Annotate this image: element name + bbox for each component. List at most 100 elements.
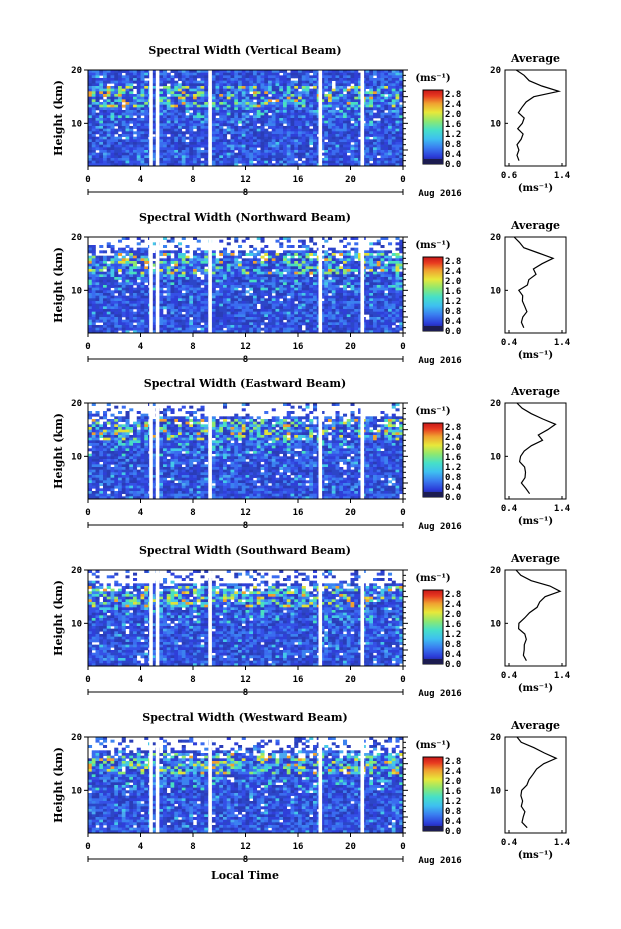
colorbar-tick-label: 2.8	[445, 590, 461, 600]
data-gap	[149, 70, 153, 166]
x-tick-label: 4	[138, 175, 144, 185]
colorbar-tick-label: 2.0	[445, 610, 461, 620]
average-title: Average	[510, 552, 560, 565]
x-tick-label: 0	[400, 175, 405, 185]
heatmap-cells	[88, 70, 404, 167]
date-label: Aug 2016	[418, 856, 461, 866]
y-tick-label: 10	[71, 286, 82, 296]
average-title: Average	[510, 385, 560, 398]
data-gap	[318, 403, 323, 499]
y-tick-label: 20	[71, 733, 82, 743]
date-label: Aug 2016	[418, 522, 461, 532]
avg-x-unit: (ms⁻¹)	[518, 850, 553, 861]
data-gap	[208, 570, 212, 666]
y-axis-label: Height (km)	[52, 747, 65, 823]
day-label: 8	[243, 521, 248, 531]
avg-x-unit: (ms⁻¹)	[518, 683, 553, 694]
colorbar-tick-label: 0.0	[445, 660, 461, 670]
avg-y-tick-label: 10	[490, 119, 501, 129]
colorbar-tick-label: 2.0	[445, 110, 461, 120]
avg-x-unit: (ms⁻¹)	[518, 350, 553, 361]
average-frame	[504, 569, 567, 667]
panel-title: Spectral Width (Vertical Beam)	[148, 44, 341, 57]
colorbar-tick-label: 0.8	[445, 807, 461, 817]
colorbar-tick-label: 0.4	[445, 317, 462, 327]
average-profile-line	[513, 236, 555, 328]
y-tick-label: 10	[71, 452, 82, 462]
avg-x-tick-label: 0.4	[501, 504, 518, 514]
data-gap	[360, 403, 365, 499]
x-tick-label: 20	[345, 175, 356, 185]
average-title: Average	[510, 52, 560, 65]
colorbar-tick-label: 2.8	[445, 90, 461, 100]
colorbar-tick-label: 1.6	[445, 787, 461, 797]
data-gap	[155, 403, 160, 499]
colorbar-unit: (ms⁻¹)	[415, 406, 450, 417]
data-gap	[208, 403, 212, 499]
x-axis-label: Local Time	[211, 869, 279, 882]
colorbar	[422, 589, 444, 665]
x-tick-label: 0	[400, 342, 405, 352]
colorbar-tick-label: 2.8	[445, 757, 461, 767]
y-tick-label: 20	[71, 566, 82, 576]
avg-x-tick-label: 1.4	[554, 504, 571, 514]
colorbar-low	[423, 659, 443, 664]
avg-y-tick-label: 20	[490, 733, 501, 743]
colorbar-tick-label: 1.6	[445, 453, 461, 463]
panel-5: Spectral Width (Westward Beam) 10 20 Height…	[52, 711, 571, 866]
x-tick-label: 0	[85, 675, 90, 685]
y-axis-label: Height (km)	[52, 247, 65, 323]
x-tick-label: 8	[190, 675, 195, 685]
panel-title: Spectral Width (Westward Beam)	[142, 711, 347, 724]
data-gap	[318, 737, 323, 833]
colorbar	[422, 89, 444, 165]
heatmap-cells	[88, 403, 404, 500]
x-tick-label: 4	[138, 675, 144, 685]
colorbar-tick-label: 1.2	[445, 463, 461, 473]
colorbar-tick-label: 0.4	[445, 650, 462, 660]
colorbar-unit: (ms⁻¹)	[415, 73, 450, 84]
data-gap	[155, 237, 160, 333]
panel-title: Spectral Width (Eastward Beam)	[144, 377, 346, 390]
data-gap	[360, 570, 365, 666]
data-gap	[155, 570, 160, 666]
y-axis-label: Height (km)	[52, 580, 65, 656]
average-profile-line	[515, 69, 562, 161]
y-tick-label: 20	[71, 233, 82, 243]
x-tick-label: 16	[293, 675, 304, 685]
day-label: 8	[243, 855, 248, 865]
date-label: Aug 2016	[418, 689, 461, 699]
colorbar-tick-label: 1.2	[445, 630, 461, 640]
y-tick-label: 10	[71, 119, 82, 129]
x-tick-label: 8	[190, 842, 195, 852]
avg-x-unit: (ms⁻¹)	[518, 183, 553, 194]
colorbar-tick-label: 0.8	[445, 307, 461, 317]
colorbar-tick-label: 0.8	[445, 140, 461, 150]
date-label: Aug 2016	[418, 356, 461, 366]
avg-x-tick-label: 1.4	[554, 171, 571, 181]
colorbar-unit: (ms⁻¹)	[415, 573, 450, 584]
colorbar-tick-label: 1.2	[445, 130, 461, 140]
x-tick-label: 20	[345, 842, 356, 852]
colorbar-unit: (ms⁻¹)	[415, 740, 450, 751]
colorbar-tick-label: 0.0	[445, 827, 461, 837]
colorbar-tick-label: 0.4	[445, 817, 462, 827]
average-frame	[504, 736, 567, 834]
data-gap	[318, 570, 323, 666]
avg-y-tick-label: 20	[490, 399, 501, 409]
day-label: 8	[243, 688, 248, 698]
x-tick-label: 0	[400, 675, 405, 685]
avg-x-tick-label: 1.4	[554, 671, 571, 681]
heatmap-cells	[88, 570, 404, 667]
data-gap	[149, 237, 153, 333]
x-tick-label: 16	[293, 842, 304, 852]
colorbar-tick-label: 0.0	[445, 493, 461, 503]
colorbar-tick-label: 1.6	[445, 620, 461, 630]
x-tick-label: 12	[240, 675, 251, 685]
colorbar-tick-label: 2.0	[445, 777, 461, 787]
panel-3: Spectral Width (Eastward Beam) 10 20 Height…	[52, 377, 571, 532]
colorbar-tick-label: 2.0	[445, 443, 461, 453]
colorbar-tick-label: 0.4	[445, 150, 462, 160]
x-tick-label: 0	[400, 508, 405, 518]
